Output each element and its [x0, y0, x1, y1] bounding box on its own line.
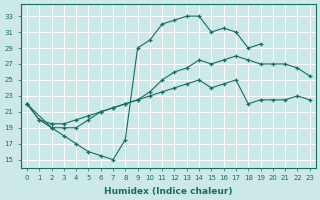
X-axis label: Humidex (Indice chaleur): Humidex (Indice chaleur): [104, 187, 233, 196]
